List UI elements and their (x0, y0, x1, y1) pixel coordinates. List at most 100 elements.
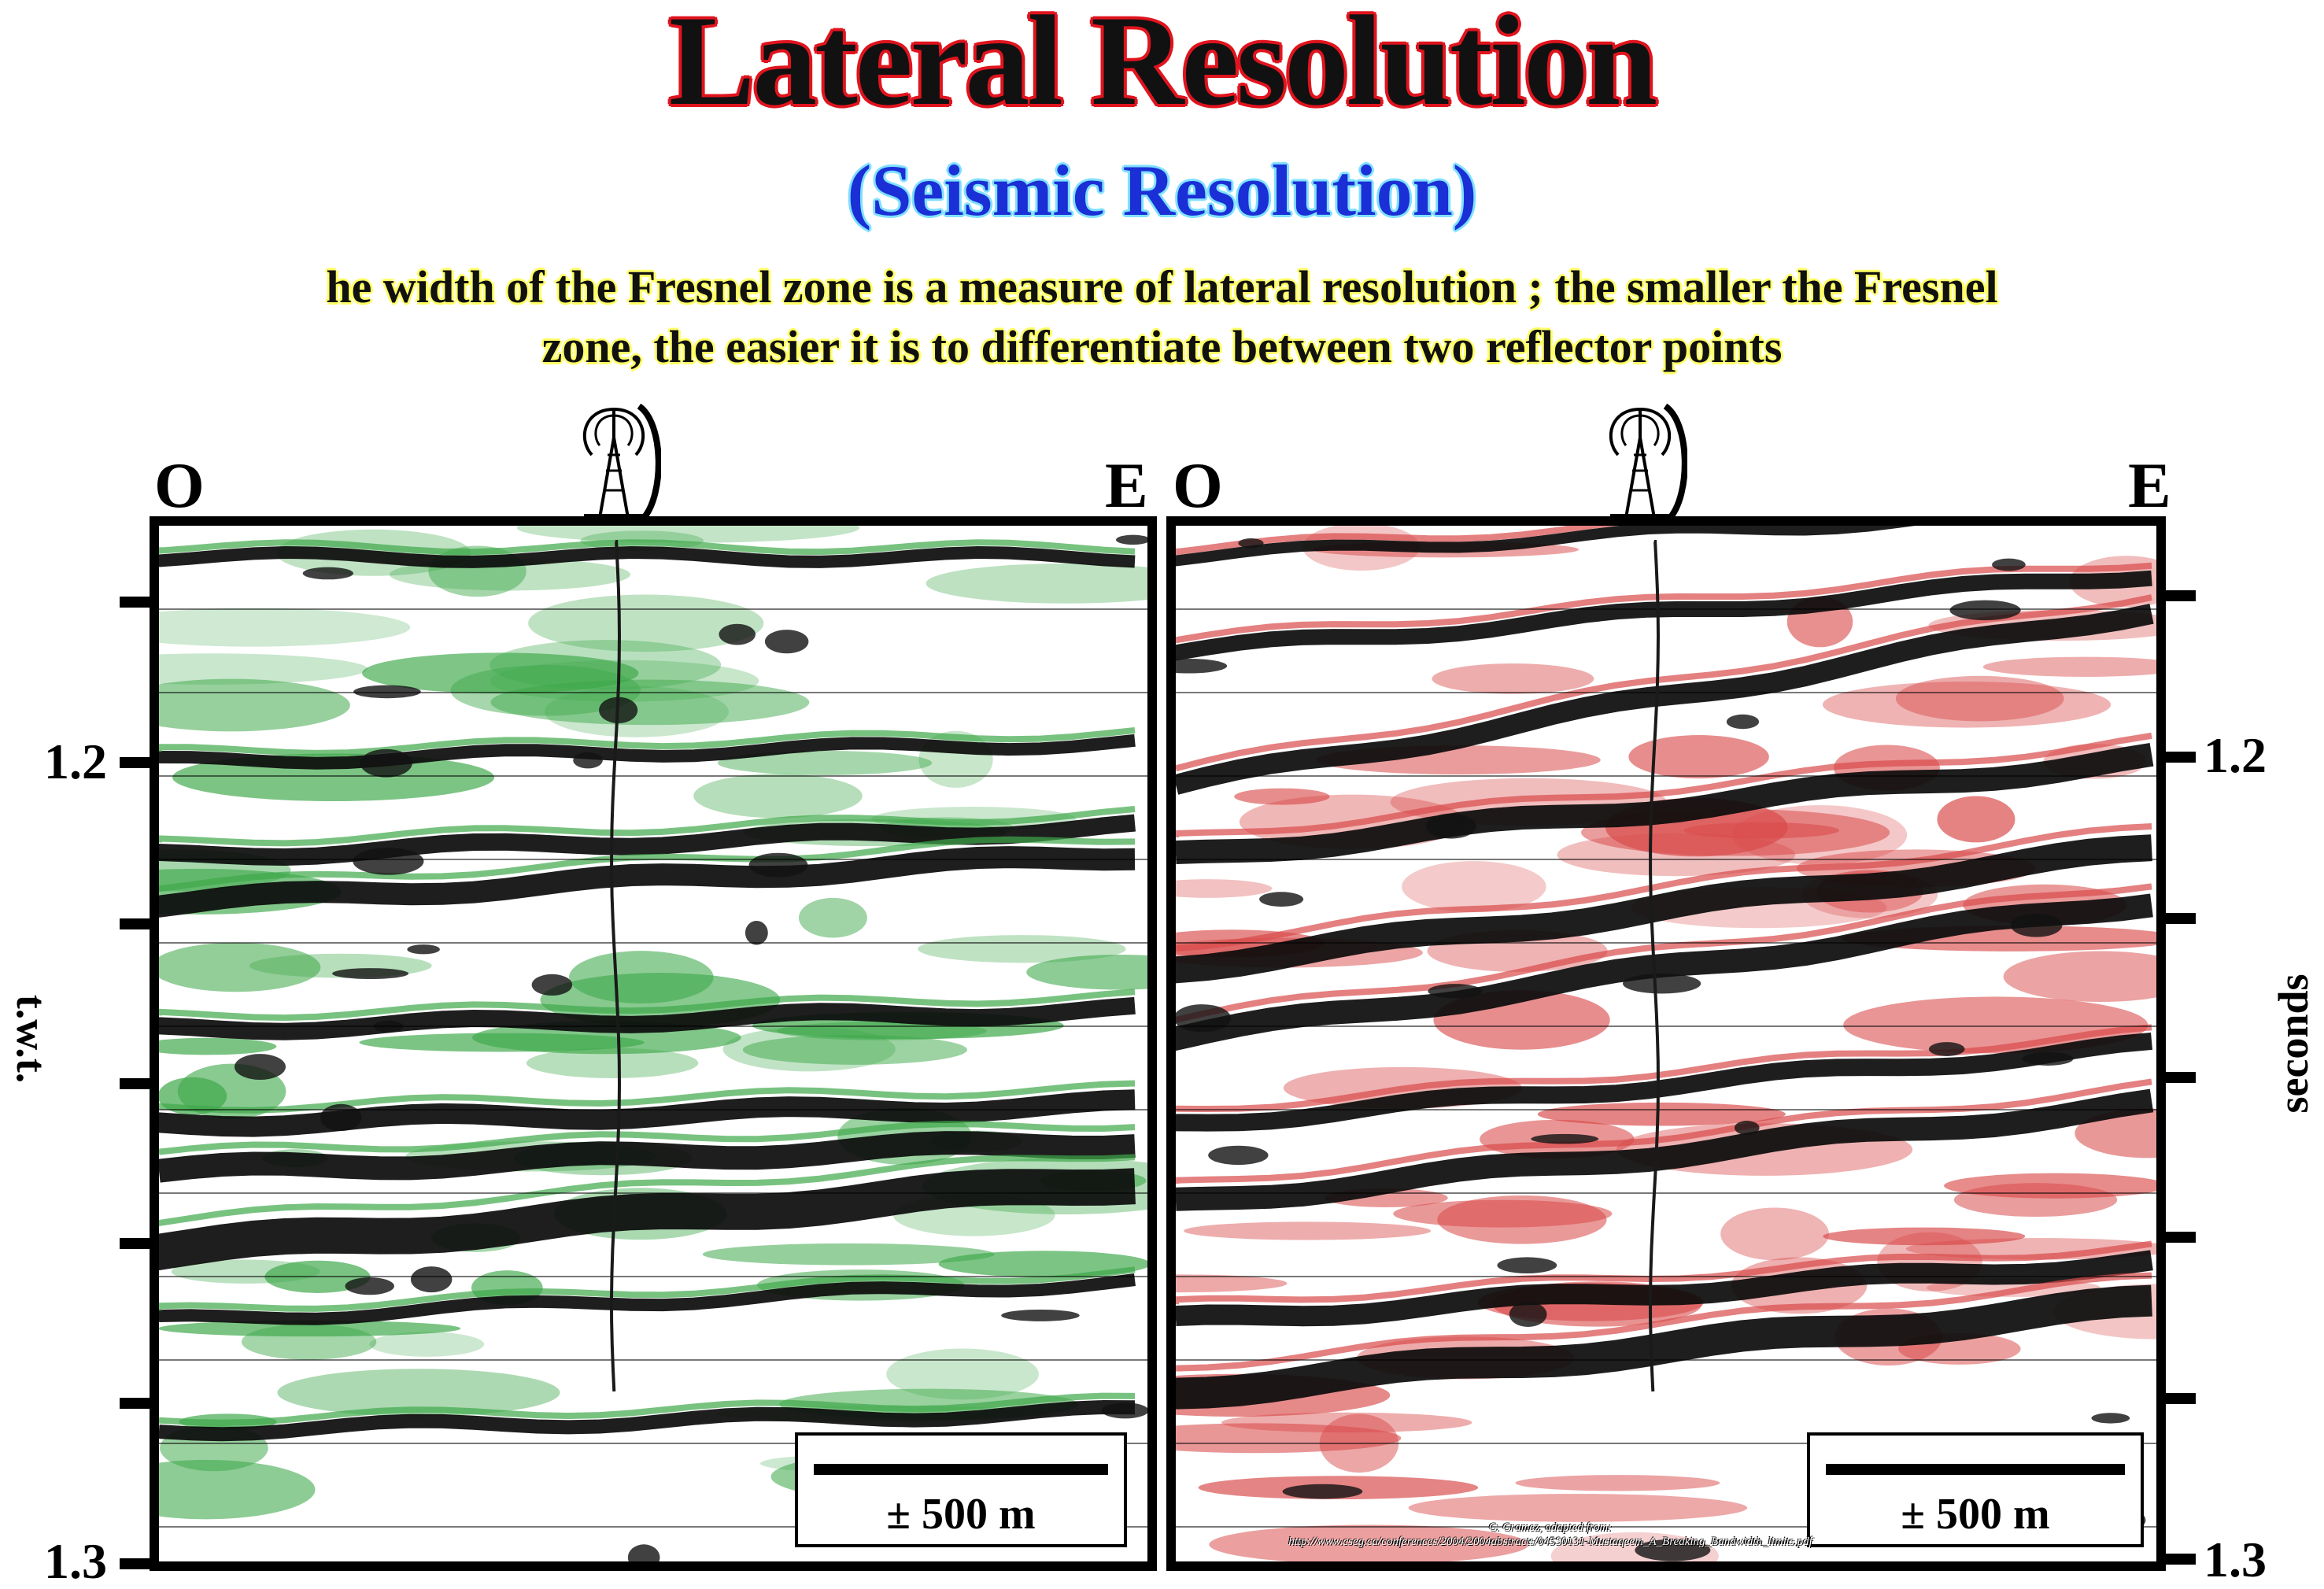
oil-well-icon (1594, 392, 1688, 526)
reflector-band (159, 1399, 1136, 1442)
amplitude-pod (1635, 1539, 1711, 1561)
amplitude-pod (1426, 813, 1476, 839)
amplitude-pod (360, 748, 412, 778)
amplitude-blob (717, 750, 933, 775)
reflector-halo (159, 989, 1136, 1022)
reflector-halo (1176, 562, 2152, 644)
reflector-halo (1176, 883, 2152, 1023)
left-seismic-section (159, 526, 1147, 1561)
amplitude-blob (1209, 1524, 1529, 1561)
amplitude-blob (1982, 656, 2156, 678)
reflector-band (1176, 834, 2152, 984)
right-seismic-panel (1166, 516, 2166, 1571)
amplitude-blob (918, 935, 1126, 963)
amplitude-blob (1026, 954, 1147, 990)
amplitude-blob (2003, 951, 2156, 1003)
amplitude-blob (159, 1459, 316, 1520)
right-tick (2164, 1232, 2196, 1243)
amplitude-blob (526, 1048, 699, 1078)
amplitude-pod (1282, 1484, 1363, 1499)
reflector-halo (1176, 823, 2152, 952)
amplitude-blob (1557, 833, 1796, 877)
amplitude-blob (1732, 805, 1908, 865)
amplitude-blob (1432, 663, 1594, 694)
page-title: Lateral Resolution (668, 0, 1657, 132)
right-seismic-section (1176, 526, 2156, 1561)
amplitude-pod (1531, 1133, 1599, 1144)
amplitude-blob (1628, 735, 1769, 779)
amplitude-pod (2091, 1413, 2130, 1424)
amplitude-pod (332, 968, 409, 979)
amplitude-pod (1497, 1257, 1557, 1273)
amplitude-blob (1823, 1227, 2026, 1246)
source-credit-line-2: http://www.cseg.ca/conferences/2004/2004… (1288, 1535, 1812, 1548)
amplitude-blob (1944, 1173, 2156, 1199)
amplitude-blob (159, 608, 411, 647)
amplitude-blob (1176, 1423, 1402, 1454)
amplitude-pod (531, 974, 573, 996)
amplitude-pod (353, 848, 424, 875)
amplitude-blob (450, 665, 641, 716)
left-tick (120, 918, 151, 929)
left-scale-box: ± 500 m (795, 1432, 1127, 1547)
left-tick (120, 1238, 151, 1249)
page-subtitle: (Seismic Resolution) (847, 150, 1477, 231)
reflector-band (1176, 1032, 2152, 1132)
amplitude-pod (2010, 913, 2063, 937)
amplitude-blob (1937, 796, 2015, 843)
right-east-label: E (2128, 449, 2171, 521)
amplitude-blob (1393, 1199, 1613, 1228)
right-axis-label: seconds (2270, 974, 2317, 1114)
reflector-halo (159, 1154, 1136, 1227)
well-trace (1648, 540, 1661, 1392)
amplitude-pod (1176, 1004, 1232, 1033)
reflector-halo (159, 1392, 1136, 1426)
reflector-halo (159, 727, 1136, 756)
reflector-band (159, 1273, 1136, 1325)
reflector-halo (159, 539, 1136, 556)
amplitude-pod (353, 685, 421, 699)
right-scale-label: ± 500 m (1901, 1490, 2050, 1539)
description-line-1: he width of the Fresnel zone is a measur… (326, 261, 1998, 312)
amplitude-blob (1720, 1207, 1830, 1261)
amplitude-blob (1895, 675, 2064, 722)
left-east-label: E (1105, 449, 1148, 521)
amplitude-pod (320, 1103, 362, 1132)
left-tick-label-1-3: 1.3 (44, 1533, 107, 1589)
amplitude-pod (345, 1277, 394, 1295)
amplitude-blob (359, 1033, 645, 1052)
amplitude-pod (573, 752, 603, 769)
left-west-label: O (154, 449, 205, 521)
reflector-band (1176, 742, 2154, 864)
reflector-halo (159, 806, 1136, 847)
reflector-band (159, 814, 1136, 867)
amplitude-pod (1509, 1302, 1547, 1328)
amplitude-pod (719, 623, 756, 645)
amplitude-pod (1428, 984, 1483, 999)
amplitude-blob (1184, 1221, 1432, 1240)
amplitude-pod (407, 944, 440, 955)
amplitude-blob (938, 1251, 1147, 1277)
left-seismic-panel (150, 516, 1157, 1571)
amplitude-blob (693, 774, 863, 819)
amplitude-pod (627, 1544, 660, 1561)
amplitude-pod (1208, 1145, 1269, 1166)
amplitude-blob (1234, 788, 1330, 805)
amplitude-pod (1622, 974, 1701, 994)
oil-well-icon (568, 392, 662, 526)
amplitude-blob (926, 563, 1147, 604)
source-credit: C. Cramez, adapted from: http://www.cseg… (1196, 1521, 1905, 1549)
amplitude-pod (234, 1054, 286, 1080)
amplitude-pod (1115, 534, 1147, 545)
reflector-band (159, 734, 1136, 770)
right-tick-label-1-2: 1.2 (2204, 727, 2267, 783)
amplitude-blob (490, 679, 810, 726)
amplitude-pod (744, 921, 768, 945)
amplitude-pod (764, 630, 809, 654)
right-scale-box: ± 500 m (1807, 1432, 2144, 1547)
reflector-band (159, 1131, 1136, 1183)
right-tick (2164, 1072, 2196, 1083)
amplitude-pod (302, 567, 353, 580)
reflector-band (1176, 604, 2154, 795)
amplitude-blob (1176, 1274, 1288, 1293)
